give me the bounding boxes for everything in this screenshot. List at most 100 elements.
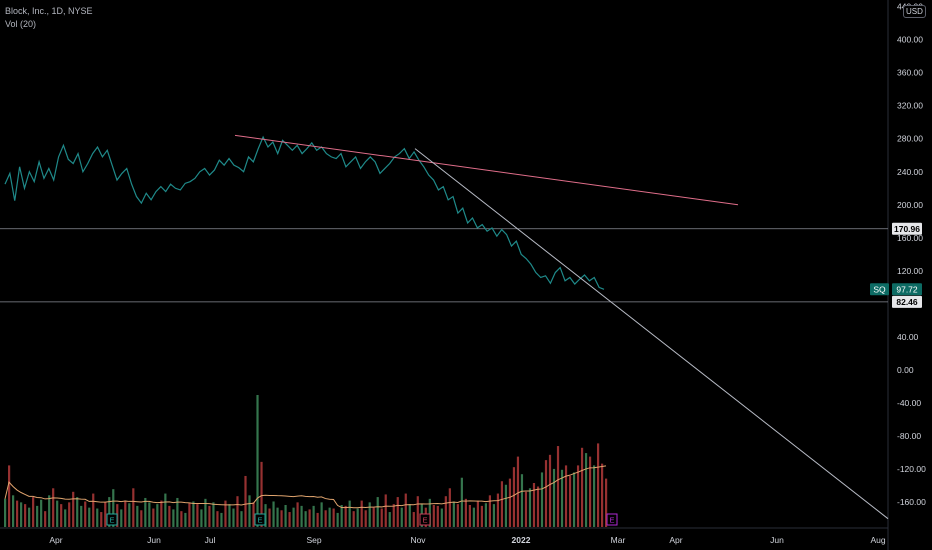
time-axis-label: Sep <box>306 535 321 545</box>
price-axis-label: 400.00 <box>897 35 923 45</box>
volume-bar <box>304 511 307 527</box>
volume-ma-line <box>4 465 607 509</box>
volume-bar <box>192 501 195 527</box>
volume-bar <box>336 512 339 527</box>
volume-bar <box>88 507 91 527</box>
volume-bar <box>588 456 592 527</box>
volume-bar <box>64 509 67 527</box>
volume-bar <box>92 493 95 527</box>
volume-bar <box>576 465 580 527</box>
volume-bar <box>264 504 267 527</box>
volume-bar <box>580 447 584 527</box>
volume-bar <box>340 505 343 527</box>
volume-bar <box>188 503 191 527</box>
currency-button[interactable]: USD <box>903 5 926 18</box>
volume-bar <box>308 509 311 527</box>
volume-bar <box>516 456 520 527</box>
volume-bar <box>376 497 379 527</box>
volume-bar <box>348 500 351 527</box>
volume-bar <box>360 500 363 527</box>
level-price-badge: 82.46 <box>892 295 922 308</box>
volume-bar <box>132 488 135 527</box>
earnings-marker-label: E <box>422 516 427 525</box>
earnings-marker-box <box>419 513 431 526</box>
volume-bar <box>144 497 147 527</box>
volume-bar <box>452 501 455 527</box>
volume-bar <box>408 504 411 527</box>
volume-bar <box>364 510 367 527</box>
volume-bar <box>196 504 199 527</box>
volume-bar <box>168 505 171 527</box>
volume-bar <box>276 507 279 527</box>
earnings-marker-label: E <box>109 516 114 525</box>
earnings-marker-label: E <box>257 516 262 525</box>
volume-bar <box>236 496 239 527</box>
last-price-badge-text: 97.72 <box>896 284 918 294</box>
price-axis-label: -120.00 <box>897 464 926 474</box>
volume-bar <box>20 502 23 527</box>
volume-bar <box>508 478 512 527</box>
earnings-marker: E <box>419 513 431 526</box>
volume-bar <box>224 500 227 527</box>
last-price-badge-bg <box>892 283 922 296</box>
volume-bar <box>44 511 47 527</box>
symbol-tag-text: SQ <box>873 284 886 294</box>
volume-bar <box>476 500 479 527</box>
volume-bar <box>128 503 131 527</box>
volume-bar <box>404 493 407 527</box>
volume-bar <box>172 509 175 527</box>
volume-bar <box>544 460 548 527</box>
volume-bar <box>564 465 568 527</box>
price-axis-label: -80.00 <box>897 431 921 441</box>
volume-bar <box>332 508 335 527</box>
symbol-title: Block, Inc., 1D, NYSE <box>5 6 93 16</box>
volume-bar <box>400 507 403 527</box>
volume-bar <box>456 504 459 527</box>
volume-bar <box>164 493 167 527</box>
volume-bar <box>4 498 7 527</box>
volume-bar <box>472 507 475 527</box>
price-axis-label: 200.00 <box>897 200 923 210</box>
volume-bar <box>436 505 439 527</box>
volume-bar <box>396 497 399 527</box>
level-price-badge: 170.96 <box>892 222 922 235</box>
volume-bar <box>112 489 115 527</box>
volume-bar <box>520 474 524 527</box>
volume-bar <box>464 498 467 527</box>
volume-bar <box>368 502 371 527</box>
volume-bar <box>480 505 483 527</box>
volume-bar <box>244 475 247 527</box>
volume-bar <box>208 505 211 527</box>
volume-bar <box>204 498 207 527</box>
price-line <box>4 135 605 290</box>
volume-bar <box>552 468 556 527</box>
time-axis-label: Nov <box>410 535 426 545</box>
price-axis-label: -160.00 <box>897 497 926 507</box>
volume-bar <box>240 511 243 527</box>
earnings-marker-box <box>254 513 266 526</box>
volume-bar <box>484 503 487 527</box>
volume-bar <box>488 495 492 527</box>
volume-bar <box>460 477 463 527</box>
volume-bar <box>68 502 71 527</box>
volume-bar <box>384 494 387 527</box>
volume-bar <box>136 505 139 527</box>
volume-bar <box>288 512 291 527</box>
volume-bar <box>428 498 431 527</box>
volume-bar <box>108 497 111 527</box>
trendline-gray <box>414 148 889 520</box>
earnings-marker-label: E <box>609 516 614 525</box>
volume-bar <box>156 504 159 527</box>
volume-bar <box>60 504 63 527</box>
last-price-badge: SQ 97.72 <box>870 283 922 296</box>
volume-bar <box>280 510 283 527</box>
volume-bars <box>4 395 608 527</box>
volume-bar <box>220 512 223 527</box>
volume-bar <box>228 504 231 527</box>
volume-bar <box>260 461 263 527</box>
price-axis-label: 160.00 <box>897 233 923 243</box>
volume-bar <box>380 508 383 527</box>
time-axis-label: Jul <box>205 535 216 545</box>
volume-bar <box>252 502 255 527</box>
